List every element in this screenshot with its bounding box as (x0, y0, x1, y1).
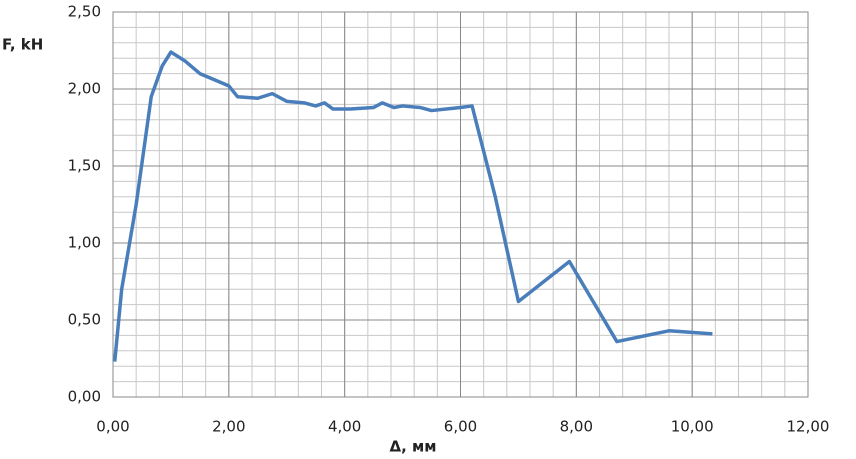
y-tick-label: 0,50 (68, 311, 101, 329)
x-tick-label: 10,00 (671, 418, 714, 436)
x-tick-label: 2,00 (212, 418, 245, 436)
y-tick-label: 2,00 (68, 80, 101, 98)
x-tick-label: 6,00 (444, 418, 477, 436)
y-axis-title: F, kH (2, 36, 43, 54)
x-tick-label: 12,00 (787, 418, 830, 436)
x-tick-label: 0,00 (96, 418, 129, 436)
y-tick-label: 1,50 (68, 157, 101, 175)
y-tick-label: 1,00 (68, 234, 101, 252)
plot-border (112, 11, 809, 398)
x-tick-label: 8,00 (560, 418, 593, 436)
y-tick-label: 2,50 (68, 3, 101, 21)
data-line (112, 50, 713, 362)
y-tick-label: 0,00 (68, 388, 101, 406)
x-tick-label: 4,00 (328, 418, 361, 436)
x-axis-title: Δ, мм (389, 438, 436, 456)
